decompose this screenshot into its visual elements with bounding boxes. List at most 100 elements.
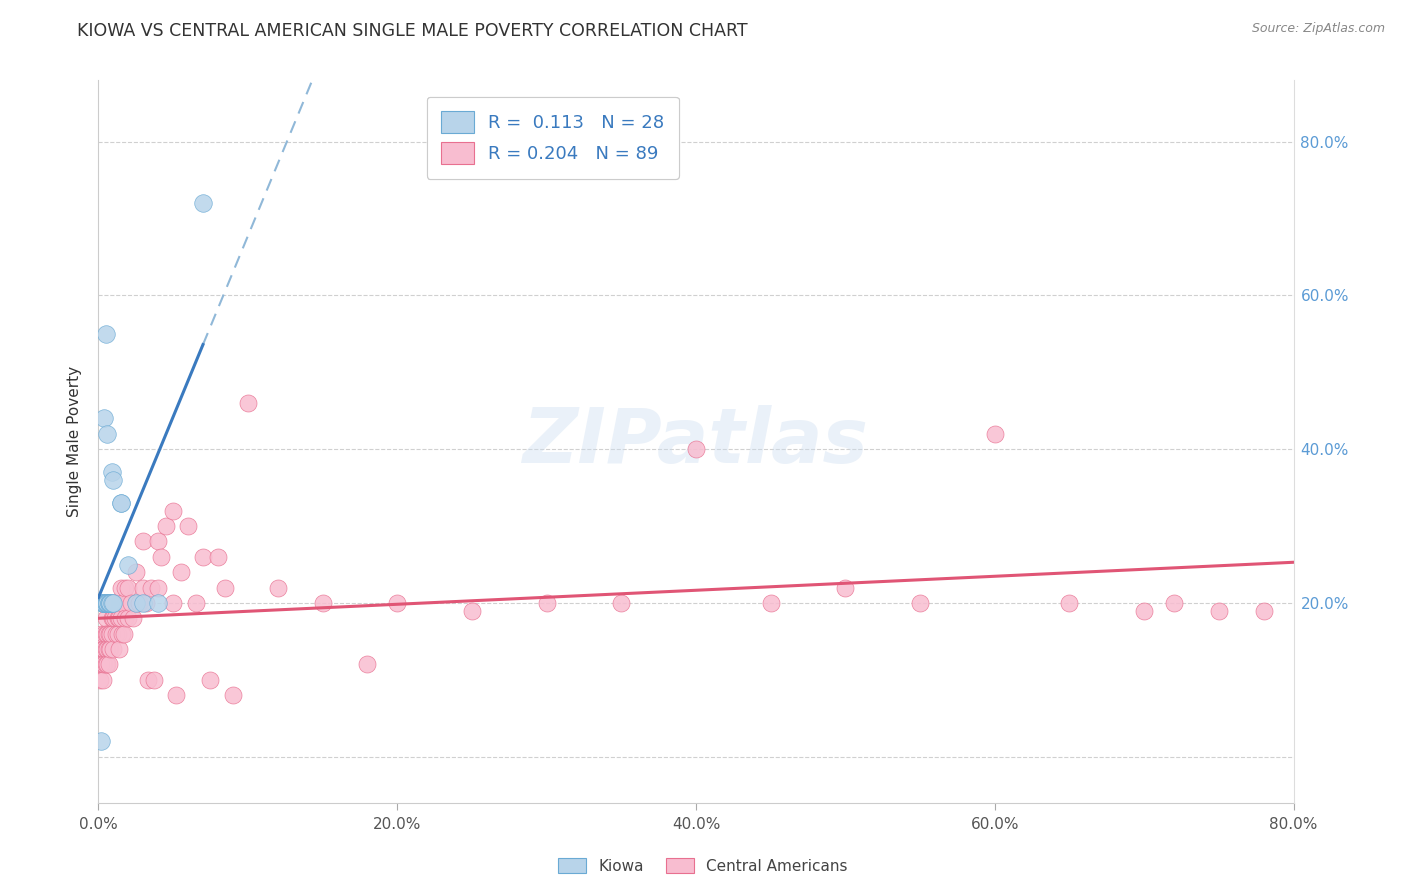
Point xyxy=(1208,604,1230,618)
Point xyxy=(94,642,117,657)
Point xyxy=(110,496,132,510)
Point xyxy=(98,626,122,640)
Point xyxy=(155,519,177,533)
Point xyxy=(91,596,114,610)
Point xyxy=(89,673,111,687)
Point xyxy=(101,626,124,640)
Point xyxy=(110,611,132,625)
Point xyxy=(162,596,184,610)
Point xyxy=(117,581,139,595)
Point xyxy=(177,519,200,533)
Point xyxy=(107,626,129,640)
Point xyxy=(93,596,115,610)
Point xyxy=(128,596,150,610)
Point xyxy=(94,657,117,672)
Point xyxy=(385,596,409,610)
Point xyxy=(90,657,112,672)
Point xyxy=(103,642,125,657)
Point xyxy=(207,549,229,564)
Point xyxy=(105,596,128,610)
Point xyxy=(98,642,122,657)
Legend: R =  0.113   N = 28, R = 0.204   N = 89: R = 0.113 N = 28, R = 0.204 N = 89 xyxy=(426,96,679,178)
Point xyxy=(93,626,115,640)
Point xyxy=(150,549,173,564)
Point xyxy=(96,626,118,640)
Point xyxy=(93,411,115,425)
Point xyxy=(104,596,127,610)
Point xyxy=(104,611,127,625)
Point xyxy=(135,596,157,610)
Point xyxy=(132,581,155,595)
Point xyxy=(110,581,132,595)
Point xyxy=(214,581,236,595)
Point xyxy=(114,611,136,625)
Point xyxy=(103,611,125,625)
Point xyxy=(101,611,124,625)
Point xyxy=(91,596,114,610)
Point xyxy=(311,596,333,610)
Point xyxy=(184,596,207,610)
Point xyxy=(101,596,124,610)
Point xyxy=(89,642,111,657)
Point xyxy=(142,673,165,687)
Point xyxy=(114,581,136,595)
Point xyxy=(984,426,1007,441)
Point xyxy=(610,596,633,610)
Point xyxy=(908,596,931,610)
Point xyxy=(148,581,170,595)
Point xyxy=(96,596,118,610)
Point xyxy=(97,642,120,657)
Point xyxy=(148,534,170,549)
Point xyxy=(108,642,131,657)
Point xyxy=(93,642,115,657)
Point xyxy=(1133,604,1156,618)
Legend: Kiowa, Central Americans: Kiowa, Central Americans xyxy=(553,852,853,880)
Point xyxy=(111,626,134,640)
Point xyxy=(103,473,125,487)
Point xyxy=(461,604,484,618)
Point xyxy=(139,581,162,595)
Point xyxy=(97,596,120,610)
Point xyxy=(191,196,214,211)
Point xyxy=(356,657,378,672)
Point xyxy=(90,626,112,640)
Point xyxy=(191,549,214,564)
Point xyxy=(200,673,222,687)
Point xyxy=(759,596,782,610)
Point xyxy=(1163,596,1185,610)
Point xyxy=(125,565,148,579)
Point xyxy=(94,596,117,610)
Point xyxy=(112,626,135,640)
Point xyxy=(96,642,118,657)
Point xyxy=(107,611,129,625)
Point xyxy=(91,657,114,672)
Point xyxy=(93,596,115,610)
Point xyxy=(111,596,134,610)
Point xyxy=(236,396,259,410)
Text: Source: ZipAtlas.com: Source: ZipAtlas.com xyxy=(1251,22,1385,36)
Point xyxy=(98,596,122,610)
Point xyxy=(834,581,856,595)
Point xyxy=(125,596,148,610)
Point xyxy=(93,657,115,672)
Y-axis label: Single Male Poverty: Single Male Poverty xyxy=(67,366,83,517)
Point xyxy=(125,596,148,610)
Point xyxy=(132,534,155,549)
Point xyxy=(94,626,117,640)
Point xyxy=(1059,596,1081,610)
Point xyxy=(94,326,117,341)
Point xyxy=(165,688,187,702)
Point xyxy=(117,558,139,572)
Point xyxy=(136,673,159,687)
Point xyxy=(96,596,118,610)
Point xyxy=(132,596,155,610)
Point xyxy=(108,611,131,625)
Point xyxy=(90,734,112,748)
Point xyxy=(91,673,114,687)
Point xyxy=(97,626,120,640)
Point xyxy=(117,611,139,625)
Point xyxy=(98,596,122,610)
Point xyxy=(96,426,118,441)
Point xyxy=(162,504,184,518)
Point xyxy=(105,626,128,640)
